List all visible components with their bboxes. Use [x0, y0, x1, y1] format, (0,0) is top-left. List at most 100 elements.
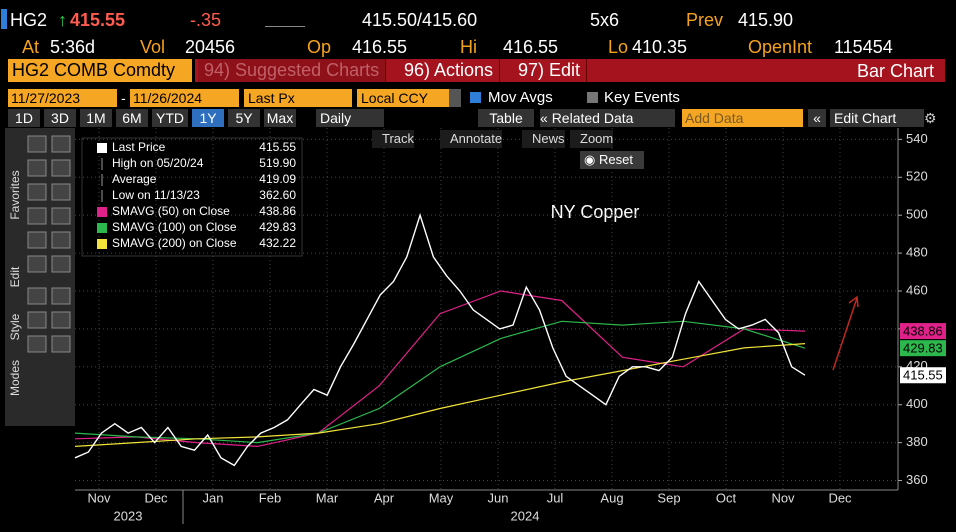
y-tick-label: 540 — [906, 131, 928, 146]
x-tick-label: Nov — [771, 490, 795, 505]
stat-label: Vol — [140, 37, 166, 57]
side-icon — [51, 207, 71, 225]
settings-gear[interactable]: ⚙ — [924, 110, 937, 126]
legend-swatch — [97, 207, 107, 217]
annotation-arrow — [832, 295, 859, 371]
period-button[interactable]: 3D — [44, 109, 76, 127]
legend-swatch — [97, 239, 107, 249]
period-button[interactable]: Max — [264, 109, 296, 127]
x-tick-label: Aug — [600, 490, 623, 505]
currency[interactable]: Local CCY — [357, 89, 449, 107]
collapse[interactable]: « — [808, 109, 826, 127]
tool-button[interactable]: News — [522, 130, 565, 148]
legend-value: 438.86 — [259, 204, 296, 218]
stat-value: 115454 — [834, 37, 893, 57]
mov-avgs-checkbox[interactable] — [470, 92, 481, 103]
chart-type[interactable]: Bar Chart — [856, 61, 934, 81]
period-button[interactable]: 1D — [8, 109, 40, 127]
prev-label: Prev — [686, 10, 724, 30]
legend-value: 432.22 — [259, 236, 296, 250]
period-button[interactable]: 6M — [116, 109, 148, 127]
legend-swatch — [97, 143, 107, 153]
y-tick-label: 520 — [906, 169, 928, 184]
period-button[interactable]: 1Y — [192, 109, 224, 127]
x-tick-label: Nov — [87, 490, 111, 505]
stat-label: Op — [307, 37, 332, 57]
legend-swatch — [97, 223, 107, 233]
tool-button[interactable]: Annotate — [440, 130, 503, 148]
end-tag-label: 429.83 — [903, 341, 943, 356]
edit-chart[interactable]: Edit Chart — [830, 109, 924, 127]
stat-label: Lo — [608, 37, 629, 57]
add-data[interactable]: Add Data — [682, 109, 803, 127]
y-tick-label: 400 — [906, 396, 928, 411]
currency-dropdown[interactable] — [449, 89, 461, 107]
reset-label: Reset — [598, 152, 633, 167]
related-label: Related Data — [551, 110, 634, 126]
y-tick-label: 500 — [906, 207, 928, 222]
prev-value: 415.90 — [738, 10, 794, 30]
period-button[interactable]: 5Y — [228, 109, 260, 127]
start-date[interactable]: 11/27/2023 — [8, 89, 117, 107]
side-icon — [27, 207, 47, 225]
moving-average-line — [74, 320, 806, 444]
legend-value: 362.60 — [259, 188, 296, 202]
legend-label: SMAVG (50) on Close — [112, 204, 230, 218]
stat-value: 416.55 — [503, 37, 559, 57]
tool-button[interactable]: Track — [372, 130, 415, 148]
table-button[interactable]: Table — [478, 109, 534, 127]
side-icon — [51, 335, 71, 353]
side-panel — [5, 128, 75, 426]
side-icon — [27, 159, 47, 177]
menu-item[interactable]: 96) Actions — [398, 59, 501, 82]
ticker-marker — [1, 9, 7, 29]
year-label: 2024 — [511, 508, 540, 523]
year-label: 2023 — [114, 508, 143, 523]
reset-button[interactable]: ◉ Reset — [580, 151, 644, 169]
menu-item[interactable]: 94) Suggested Charts — [198, 59, 387, 82]
moving-average-line — [74, 343, 806, 447]
x-tick-label: Dec — [144, 490, 168, 505]
change: -.35 — [190, 10, 222, 30]
legend-value: 415.55 — [259, 140, 296, 154]
side-icon — [27, 311, 47, 329]
side-tab: Modes — [8, 360, 22, 396]
sparkline-icon — [265, 8, 305, 27]
field[interactable]: Last Px — [244, 89, 352, 107]
legend-label: Low on 11/13/23 — [112, 188, 200, 202]
end-tag-label: 438.86 — [903, 323, 943, 338]
x-tick-label: Dec — [828, 490, 852, 505]
side-icon — [27, 255, 47, 273]
frequency[interactable]: Daily — [316, 109, 384, 127]
last-price: 415.55 — [70, 10, 126, 30]
side-icon — [27, 287, 47, 305]
stat-value: 410.35 — [632, 37, 688, 57]
price-line — [74, 212, 806, 467]
legend-label: High on 05/20/24 — [112, 156, 204, 170]
ticker: HG2 — [10, 10, 48, 30]
x-tick-label: May — [429, 490, 454, 505]
period-button[interactable]: 1M — [80, 109, 112, 127]
stat-value: 20456 — [185, 37, 236, 57]
mov-avgs[interactable]: Mov Avgs — [488, 89, 553, 106]
y-tick-label: 480 — [906, 245, 928, 260]
tool-button[interactable]: Zoom — [570, 130, 614, 148]
key-events[interactable]: Key Events — [604, 89, 680, 106]
x-tick-label: Jun — [488, 490, 509, 505]
side-icon — [51, 159, 71, 177]
key-events-checkbox[interactable] — [587, 92, 598, 103]
side-icon — [51, 135, 71, 153]
end-date[interactable]: 11/26/2024 — [130, 89, 239, 107]
legend-label: SMAVG (200) on Close — [112, 236, 237, 250]
x-tick-label: Jul — [547, 490, 564, 505]
related-data[interactable]: « Related Data — [540, 109, 675, 127]
menu-item[interactable]: 97) Edit — [512, 59, 588, 82]
x-tick-label: Sep — [657, 490, 680, 505]
moving-average-line — [74, 290, 806, 448]
period-button[interactable]: YTD — [152, 109, 188, 127]
legend-value: 429.83 — [259, 220, 296, 234]
security-box[interactable]: HG2 COMB Comdty — [8, 59, 192, 82]
size: 5x6 — [590, 10, 620, 30]
